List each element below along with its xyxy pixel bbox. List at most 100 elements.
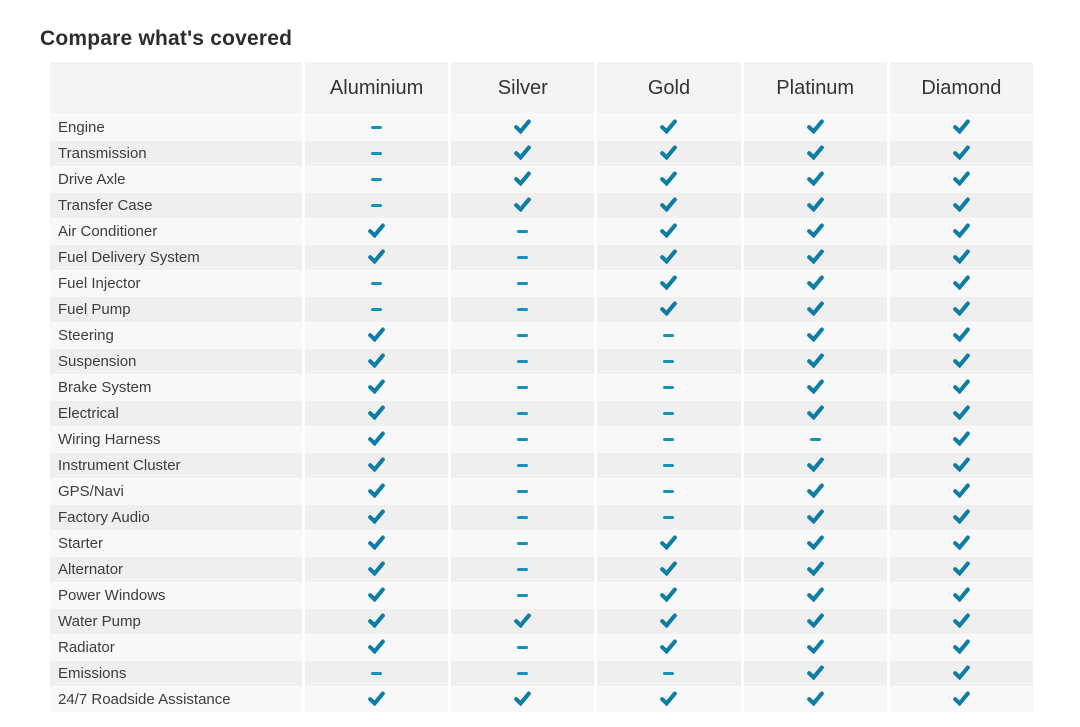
covered-cell [743, 478, 887, 504]
row-label: Starter [50, 530, 302, 556]
dash-icon [663, 515, 675, 519]
covered-cell [889, 166, 1033, 192]
check-icon [368, 613, 385, 628]
not-covered-cell [305, 140, 449, 166]
covered-cell [743, 660, 887, 686]
covered-cell [597, 582, 741, 608]
check-icon [953, 275, 970, 290]
check-icon [953, 535, 970, 550]
covered-cell [743, 530, 887, 556]
dash-icon [371, 125, 383, 129]
row-label: Suspension [50, 348, 302, 374]
not-covered-cell [305, 192, 449, 218]
table-header-row: Aluminium Silver Gold Platinum Diamond [50, 62, 1033, 114]
not-covered-cell [451, 504, 595, 530]
not-covered-cell [451, 426, 595, 452]
check-icon [806, 249, 824, 264]
covered-cell [451, 192, 595, 218]
check-icon [660, 613, 678, 628]
column-header-diamond: Diamond [889, 62, 1033, 114]
covered-cell [451, 608, 595, 634]
covered-cell [743, 270, 887, 296]
column-header-aluminium: Aluminium [305, 62, 449, 114]
covered-cell [305, 400, 449, 426]
check-icon [806, 275, 824, 290]
covered-cell [451, 166, 595, 192]
covered-cell [743, 374, 887, 400]
check-icon [806, 171, 824, 186]
check-icon [660, 691, 678, 706]
covered-cell [889, 400, 1033, 426]
covered-cell [743, 218, 887, 244]
covered-cell [305, 218, 449, 244]
not-covered-cell [597, 504, 741, 530]
covered-cell [305, 634, 449, 660]
check-icon [660, 587, 678, 602]
row-label: Alternator [50, 556, 302, 582]
row-label: Air Conditioner [50, 218, 302, 244]
not-covered-cell [451, 634, 595, 660]
dash-icon [371, 307, 383, 311]
column-header-platinum: Platinum [743, 62, 887, 114]
dash-icon [517, 645, 529, 649]
not-covered-cell [597, 374, 741, 400]
check-icon [660, 197, 678, 212]
row-label: Fuel Pump [50, 296, 302, 322]
covered-cell [889, 218, 1033, 244]
dash-icon [517, 255, 529, 259]
covered-cell [597, 556, 741, 582]
row-label: Wiring Harness [50, 426, 302, 452]
check-icon [514, 171, 532, 186]
row-label: Fuel Injector [50, 270, 302, 296]
table-row: Transmission [50, 140, 1033, 166]
row-label: GPS/Navi [50, 478, 302, 504]
table-row: GPS/Navi [50, 478, 1033, 504]
check-icon [953, 223, 970, 238]
check-icon [953, 171, 970, 186]
check-icon [953, 405, 970, 420]
covered-cell [889, 608, 1033, 634]
check-icon [368, 327, 385, 342]
row-label: Emissions [50, 660, 302, 686]
check-icon [806, 301, 824, 316]
row-label: Instrument Cluster [50, 452, 302, 478]
check-icon [806, 535, 824, 550]
check-icon [806, 145, 824, 160]
dash-icon [663, 463, 675, 467]
check-icon [368, 457, 385, 472]
table-row: 24/7 Roadside Assistance [50, 686, 1033, 712]
covered-cell [597, 140, 741, 166]
row-label: Power Windows [50, 582, 302, 608]
check-icon [806, 639, 824, 654]
not-covered-cell [451, 478, 595, 504]
check-icon [368, 587, 385, 602]
covered-cell [889, 452, 1033, 478]
check-icon [514, 613, 532, 628]
check-icon [953, 431, 970, 446]
covered-cell [889, 322, 1033, 348]
covered-cell [889, 634, 1033, 660]
covered-cell [451, 140, 595, 166]
table-row: Engine [50, 114, 1033, 140]
row-label: Water Pump [50, 608, 302, 634]
dash-icon [517, 437, 529, 441]
covered-cell [305, 582, 449, 608]
column-header-gold: Gold [597, 62, 741, 114]
covered-cell [597, 192, 741, 218]
dash-icon [663, 411, 675, 415]
check-icon [368, 223, 385, 238]
covered-cell [889, 686, 1033, 712]
covered-cell [451, 686, 595, 712]
table-row: Air Conditioner [50, 218, 1033, 244]
check-icon [368, 483, 385, 498]
covered-cell [889, 192, 1033, 218]
not-covered-cell [305, 296, 449, 322]
table-row: Fuel Injector [50, 270, 1033, 296]
check-icon [953, 665, 970, 680]
check-icon [368, 431, 385, 446]
covered-cell [889, 244, 1033, 270]
check-icon [806, 327, 824, 342]
dash-icon [517, 359, 529, 363]
not-covered-cell [451, 374, 595, 400]
check-icon [368, 691, 385, 706]
